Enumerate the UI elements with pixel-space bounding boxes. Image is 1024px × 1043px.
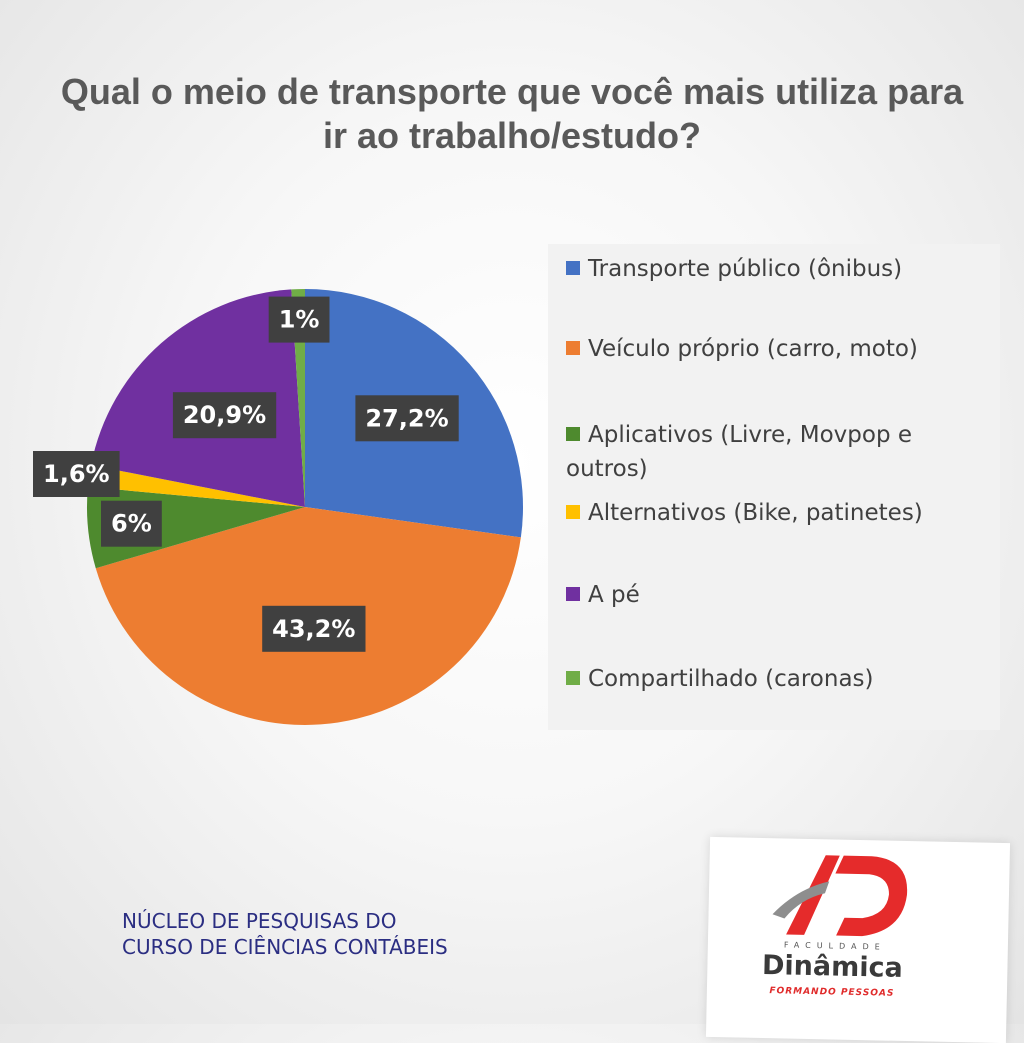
- legend-label: Aplicativos (Livre, Movpop e outros): [566, 422, 913, 482]
- legend-swatch: [566, 505, 580, 519]
- legend-swatch: [566, 261, 580, 275]
- data-label-transporte-publico: 27,2%: [355, 395, 459, 442]
- legend-item-compartilhado: Compartilhado (caronas): [566, 662, 996, 696]
- logo-card: FACULDADE Dinâmica FORMANDO PESSOAS: [705, 836, 1011, 1043]
- legend-label: A pé: [588, 582, 640, 608]
- legend-label: Compartilhado (caronas): [588, 666, 874, 692]
- chart-title: Qual o meio de transporte que você mais …: [60, 71, 964, 156]
- data-label-a-pe: 20,9%: [172, 392, 277, 439]
- logo-name: Dinâmica: [761, 950, 904, 984]
- legend-label: Transporte público (ônibus): [588, 256, 903, 282]
- legend-label: Veículo próprio (carro, moto): [588, 336, 918, 362]
- footer-line-1: NÚCLEO DE PESQUISAS DO: [122, 909, 397, 933]
- legend-swatch: [566, 341, 580, 355]
- legend-item-a-pe: A pé: [566, 578, 996, 612]
- chart-legend: Transporte público (ônibus) Veículo própr…: [548, 244, 1000, 730]
- legend-item-transporte-publico: Transporte público (ônibus): [566, 252, 996, 286]
- legend-item-alternativos: Alternativos (Bike, patinetes): [566, 496, 996, 530]
- svg-text:6%: 6%: [111, 510, 152, 538]
- svg-text:27,2%: 27,2%: [365, 404, 448, 432]
- svg-text:1,6%: 1,6%: [43, 460, 110, 488]
- legend-item-aplicativos: Aplicativos (Livre, Movpop e outros): [566, 418, 996, 486]
- svg-text:20,9%: 20,9%: [183, 401, 266, 429]
- legend-swatch: [566, 427, 580, 441]
- logo-slogan: FORMANDO PESSOAS: [769, 986, 895, 999]
- data-label-alternativos: 1,6%: [33, 451, 120, 497]
- footer-text: NÚCLEO DE PESQUISAS DO CURSO DE CIÊNCIAS…: [122, 908, 582, 960]
- data-label-aplicativos: 6%: [101, 500, 162, 547]
- footer-line-2: CURSO DE CIÊNCIAS CONTÁBEIS: [122, 935, 448, 959]
- data-label-veiculo-proprio: 43,2%: [262, 605, 366, 652]
- legend-label: Alternativos (Bike, patinetes): [588, 500, 923, 526]
- logo-symbol-icon: [772, 855, 908, 937]
- svg-text:43,2%: 43,2%: [272, 615, 355, 643]
- pie-slice-compartilhado: [291, 289, 305, 507]
- legend-swatch: [566, 587, 580, 601]
- legend-item-veiculo-proprio: Veículo próprio (carro, moto): [566, 332, 996, 366]
- legend-swatch: [566, 671, 580, 685]
- svg-text:1%: 1%: [279, 306, 320, 334]
- pie-slice-alternativos: [87, 465, 305, 507]
- data-label-compartilhado: 1%: [268, 296, 330, 343]
